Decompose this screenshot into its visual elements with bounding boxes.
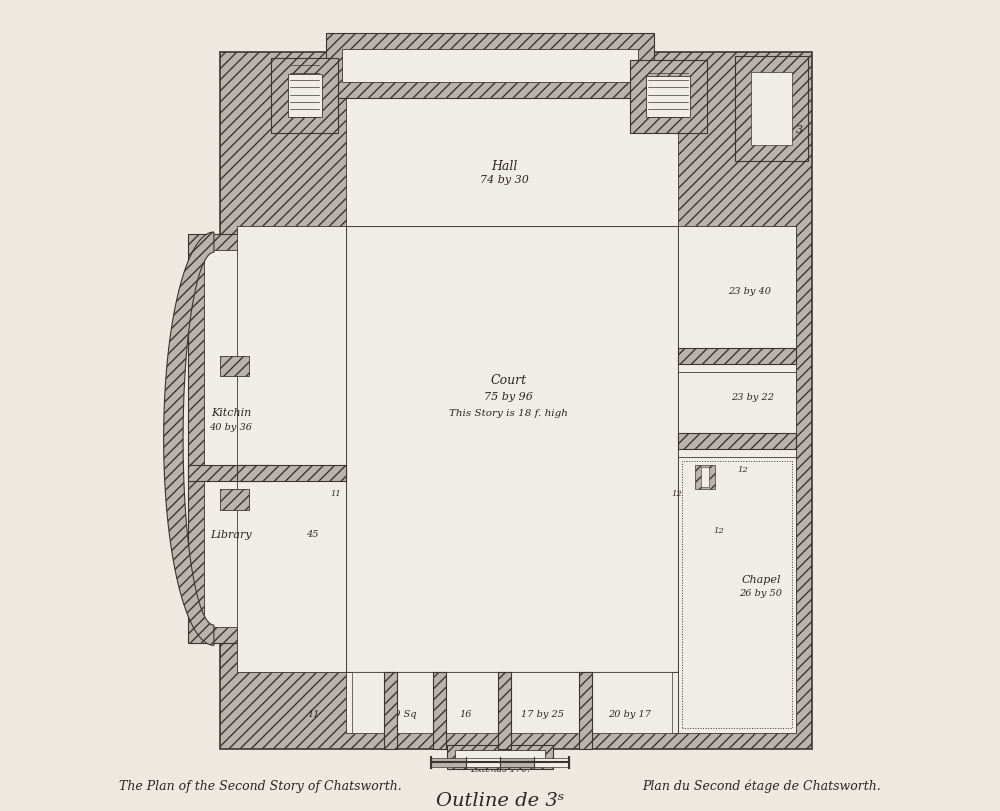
- Bar: [678, 226, 796, 672]
- Text: The Plan of the Second Story of Chatsworth.: The Plan of the Second Story of Chatswor…: [119, 779, 402, 792]
- Bar: [498, 672, 511, 749]
- Text: Kitchin: Kitchin: [211, 408, 251, 418]
- Bar: [646, 77, 690, 118]
- Bar: [288, 75, 322, 118]
- Text: 74 by 30: 74 by 30: [480, 174, 528, 185]
- Bar: [682, 461, 792, 728]
- Bar: [188, 234, 273, 644]
- Text: 17 by 25: 17 by 25: [521, 710, 564, 719]
- Text: 3: 3: [796, 125, 803, 135]
- Bar: [346, 672, 678, 732]
- Bar: [220, 356, 249, 376]
- Bar: [384, 672, 397, 749]
- Bar: [439, 672, 504, 732]
- Bar: [204, 251, 257, 628]
- Text: 75 by 96: 75 by 96: [484, 392, 533, 401]
- Bar: [504, 672, 585, 732]
- Text: Hall: Hall: [491, 160, 517, 173]
- Bar: [220, 53, 812, 749]
- Text: 26 by 50: 26 by 50: [739, 588, 782, 597]
- Polygon shape: [164, 233, 214, 646]
- Text: Outline de 3ˢ: Outline de 3ˢ: [436, 791, 564, 809]
- Bar: [237, 226, 346, 466]
- Text: Plan du Second étage de Chatsworth.: Plan du Second étage de Chatsworth.: [642, 779, 881, 792]
- Text: 45: 45: [306, 530, 318, 539]
- Text: Gallery: Gallery: [470, 60, 511, 70]
- Bar: [346, 69, 678, 226]
- Bar: [678, 226, 796, 356]
- Bar: [534, 758, 569, 766]
- Text: 12: 12: [738, 466, 749, 474]
- Text: 20 by 17: 20 by 17: [608, 710, 651, 719]
- Text: 11: 11: [307, 710, 320, 719]
- Text: 16: 16: [460, 710, 472, 719]
- Bar: [433, 672, 446, 749]
- Text: Library: Library: [210, 530, 252, 539]
- Bar: [342, 50, 638, 83]
- Text: Extends 170.: Extends 170.: [470, 765, 530, 774]
- Bar: [346, 226, 678, 672]
- Bar: [431, 758, 466, 766]
- Bar: [455, 750, 545, 766]
- Text: 40 by 36: 40 by 36: [209, 423, 252, 432]
- Bar: [237, 466, 346, 482]
- Bar: [271, 59, 338, 134]
- Bar: [678, 348, 796, 364]
- Bar: [188, 466, 273, 482]
- Text: Court: Court: [490, 374, 526, 387]
- Text: a Scale of 40 Feet.: a Scale of 40 Feet.: [458, 754, 542, 763]
- Text: 12: 12: [671, 490, 682, 498]
- Bar: [466, 758, 500, 766]
- Text: 12: 12: [713, 526, 724, 534]
- Bar: [237, 482, 346, 672]
- Bar: [579, 672, 592, 749]
- Bar: [701, 468, 709, 487]
- Bar: [585, 672, 672, 732]
- Bar: [678, 372, 796, 441]
- Text: 90 by 22: 90 by 22: [469, 74, 512, 83]
- Text: Chapel: Chapel: [741, 574, 781, 584]
- Text: 23 by 22: 23 by 22: [731, 393, 774, 401]
- Bar: [352, 672, 391, 732]
- Bar: [735, 57, 808, 162]
- Bar: [447, 744, 553, 769]
- Bar: [630, 61, 707, 134]
- Bar: [695, 466, 715, 490]
- Text: This Story is 18 f. high: This Story is 18 f. high: [449, 409, 568, 418]
- Text: 19 Sq: 19 Sq: [388, 710, 417, 719]
- Bar: [678, 457, 796, 732]
- Bar: [237, 226, 346, 672]
- Text: 11: 11: [331, 490, 342, 498]
- Bar: [220, 490, 249, 510]
- Bar: [678, 433, 796, 449]
- Bar: [751, 73, 792, 146]
- Text: 23 by 40: 23 by 40: [728, 287, 771, 296]
- Bar: [500, 758, 534, 766]
- Bar: [326, 34, 654, 99]
- Bar: [391, 672, 439, 732]
